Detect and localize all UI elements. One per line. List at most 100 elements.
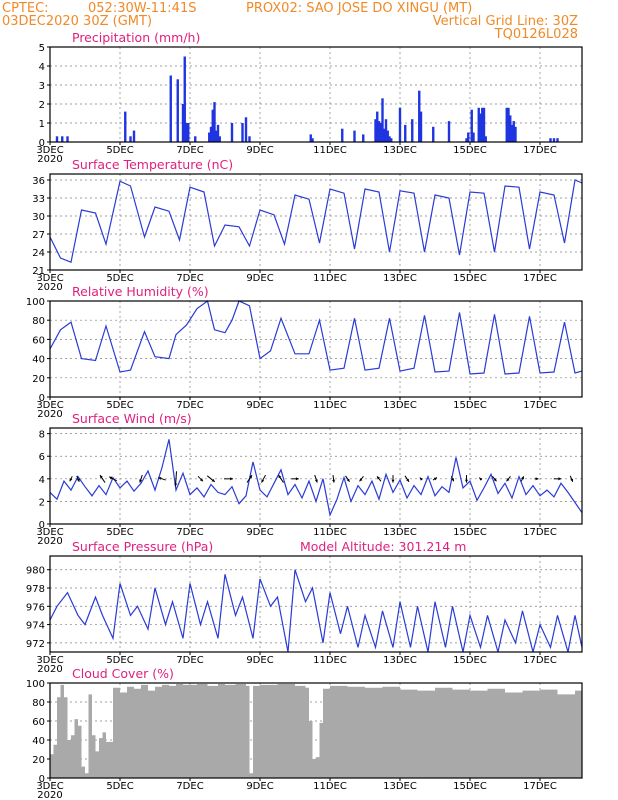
precip-xtick-label: 13DEC <box>383 145 417 156</box>
temp-ytick-label: 24 <box>32 248 45 259</box>
precip-bar <box>55 136 59 142</box>
precip-bar <box>376 111 379 142</box>
wind-title: Surface Wind (m/s) <box>72 411 192 426</box>
precip-xtick-label: 15DEC <box>453 145 487 156</box>
temp-xtick-label: 17DEC <box>523 273 557 284</box>
wind-ytick-label: 0 <box>39 520 45 531</box>
precip-bar <box>419 111 423 142</box>
temp-xtick-label: 15DEC <box>453 273 487 284</box>
wind-xtick-label: 11DEC <box>313 527 347 538</box>
cloud-panel: 0 20 40 60 80 100 3DEC 5DEC 7DEC 9DEC 11DEC 13DEC 15… <box>26 666 583 800</box>
wind-ytick-label: 8 <box>39 430 45 441</box>
cloud-ytick-label: 0 <box>39 774 45 785</box>
header-coords: 052:30W-11:41S <box>88 1 196 16</box>
wind-arrow-head <box>109 476 113 480</box>
wind-arrow-head <box>535 477 539 481</box>
wind-arrow-head <box>69 478 73 482</box>
precip-bar <box>341 128 344 142</box>
wind-arrow-head <box>506 478 510 482</box>
precip-bar <box>211 109 214 142</box>
wind-xtick-label: 17DEC <box>523 527 557 538</box>
pressure-series-line <box>49 569 583 653</box>
precip-bar <box>447 121 451 142</box>
wind-arrow-head <box>249 475 252 479</box>
precip-bar <box>552 138 556 142</box>
wind-arrow-head <box>346 478 350 482</box>
pressure-ytick-label: 976 <box>26 602 45 613</box>
precip-bar <box>381 98 384 142</box>
precip-bar <box>129 136 132 142</box>
humidity-xtick-label: 3DEC <box>36 400 63 411</box>
precip-bar <box>241 123 244 142</box>
pressure-panel: 972 974 976 978 980 3DEC 5DEC 7DEC 9DEC 11DEC 13DE… <box>26 539 583 675</box>
precip-bar <box>512 121 515 142</box>
precip-bar <box>509 115 512 142</box>
wind-year-label: 2020 <box>37 536 62 547</box>
precip-bar <box>209 126 213 142</box>
precip-bar <box>411 119 414 142</box>
temp-ytick-label: 33 <box>32 194 45 205</box>
precip-ytick-label: 2 <box>39 100 45 111</box>
wind-arrow-head <box>558 477 562 481</box>
precip-bar <box>465 138 468 142</box>
precip-year-label: 2020 <box>37 154 62 165</box>
humidity-xtick-label: 17DEC <box>523 400 557 411</box>
precip-bar <box>549 138 552 142</box>
precip-ytick-label: 3 <box>39 81 45 92</box>
precip-xtick-label: 9DEC <box>246 145 273 156</box>
precip-bar <box>404 124 407 142</box>
temp-frame <box>49 173 583 271</box>
humidity-ytick-label: 100 <box>26 297 45 308</box>
wind-arrow-head <box>174 483 178 487</box>
precip-bar <box>481 107 484 142</box>
pressure-title: Surface Pressure (hPa) <box>72 539 213 554</box>
wind-xtick-label: 5DEC <box>106 527 133 538</box>
wind-xtick-label: 13DEC <box>383 527 417 538</box>
precip-bar <box>484 136 487 142</box>
precip-bar <box>124 111 127 142</box>
precip-xtick-label: 7DEC <box>176 145 203 156</box>
wind-arrow-head <box>230 477 233 481</box>
header-date: 03DEC2020 30Z (GMT) <box>2 14 152 29</box>
wind-arrow-head <box>419 477 423 481</box>
humidity-ytick-label: 60 <box>32 335 45 346</box>
wind-arrow-head <box>570 478 574 482</box>
wind-xtick-label: 15DEC <box>453 527 487 538</box>
panels: 0 1 2 3 4 5 3DEC 5DEC 7DEC 9DEC 11DEC 13DEC 15DEC 17D… <box>26 30 583 800</box>
humidity-xtick-label: 9DEC <box>246 400 273 411</box>
precip-ytick-label: 1 <box>39 119 45 130</box>
temp-series-line <box>49 179 583 264</box>
temp-xtick-label: 9DEC <box>246 273 273 284</box>
temp-xtick-label: 5DEC <box>106 273 133 284</box>
humidity-frame <box>49 300 583 398</box>
header: CPTEC: 052:30W-11:41S PROX02: SAO JOSE D… <box>2 1 578 42</box>
humidity-ytick-label: 20 <box>32 374 45 385</box>
precip-bar <box>383 128 386 142</box>
precip-bar <box>248 136 251 142</box>
precip-bar <box>390 138 393 142</box>
precip-bar <box>213 102 216 142</box>
precip-bar <box>216 124 220 142</box>
humidity-ytick-label: 80 <box>32 316 45 327</box>
cloud-cover-area <box>50 684 582 778</box>
precip-bar <box>132 130 136 142</box>
wind-arrow-head <box>433 477 437 481</box>
precip-bar <box>479 113 482 142</box>
wind-arrow-head <box>158 477 162 480</box>
pressure-xtick-label: 17DEC <box>523 655 557 666</box>
pressure-xtick-label: 15DEC <box>453 655 487 666</box>
precip-bar <box>388 136 391 142</box>
wind-arrow-head <box>139 479 143 483</box>
precip-bar <box>181 104 185 142</box>
humidity-title: Relative Humidity (%) <box>72 284 209 299</box>
cloud-xtick-label: 17DEC <box>523 781 557 792</box>
temp-xtick-label: 11DEC <box>313 273 347 284</box>
wind-xtick-label: 9DEC <box>246 527 273 538</box>
precip-xtick-label: 3DEC <box>36 145 63 156</box>
wind-ytick-label: 4 <box>39 475 45 486</box>
header-station: PROX02: SAO JOSE DO XINGU (MT) <box>246 1 472 16</box>
pressure-xtick-label: 5DEC <box>106 655 133 666</box>
precip-bar <box>215 130 218 142</box>
wind-arrow-head <box>295 477 299 481</box>
